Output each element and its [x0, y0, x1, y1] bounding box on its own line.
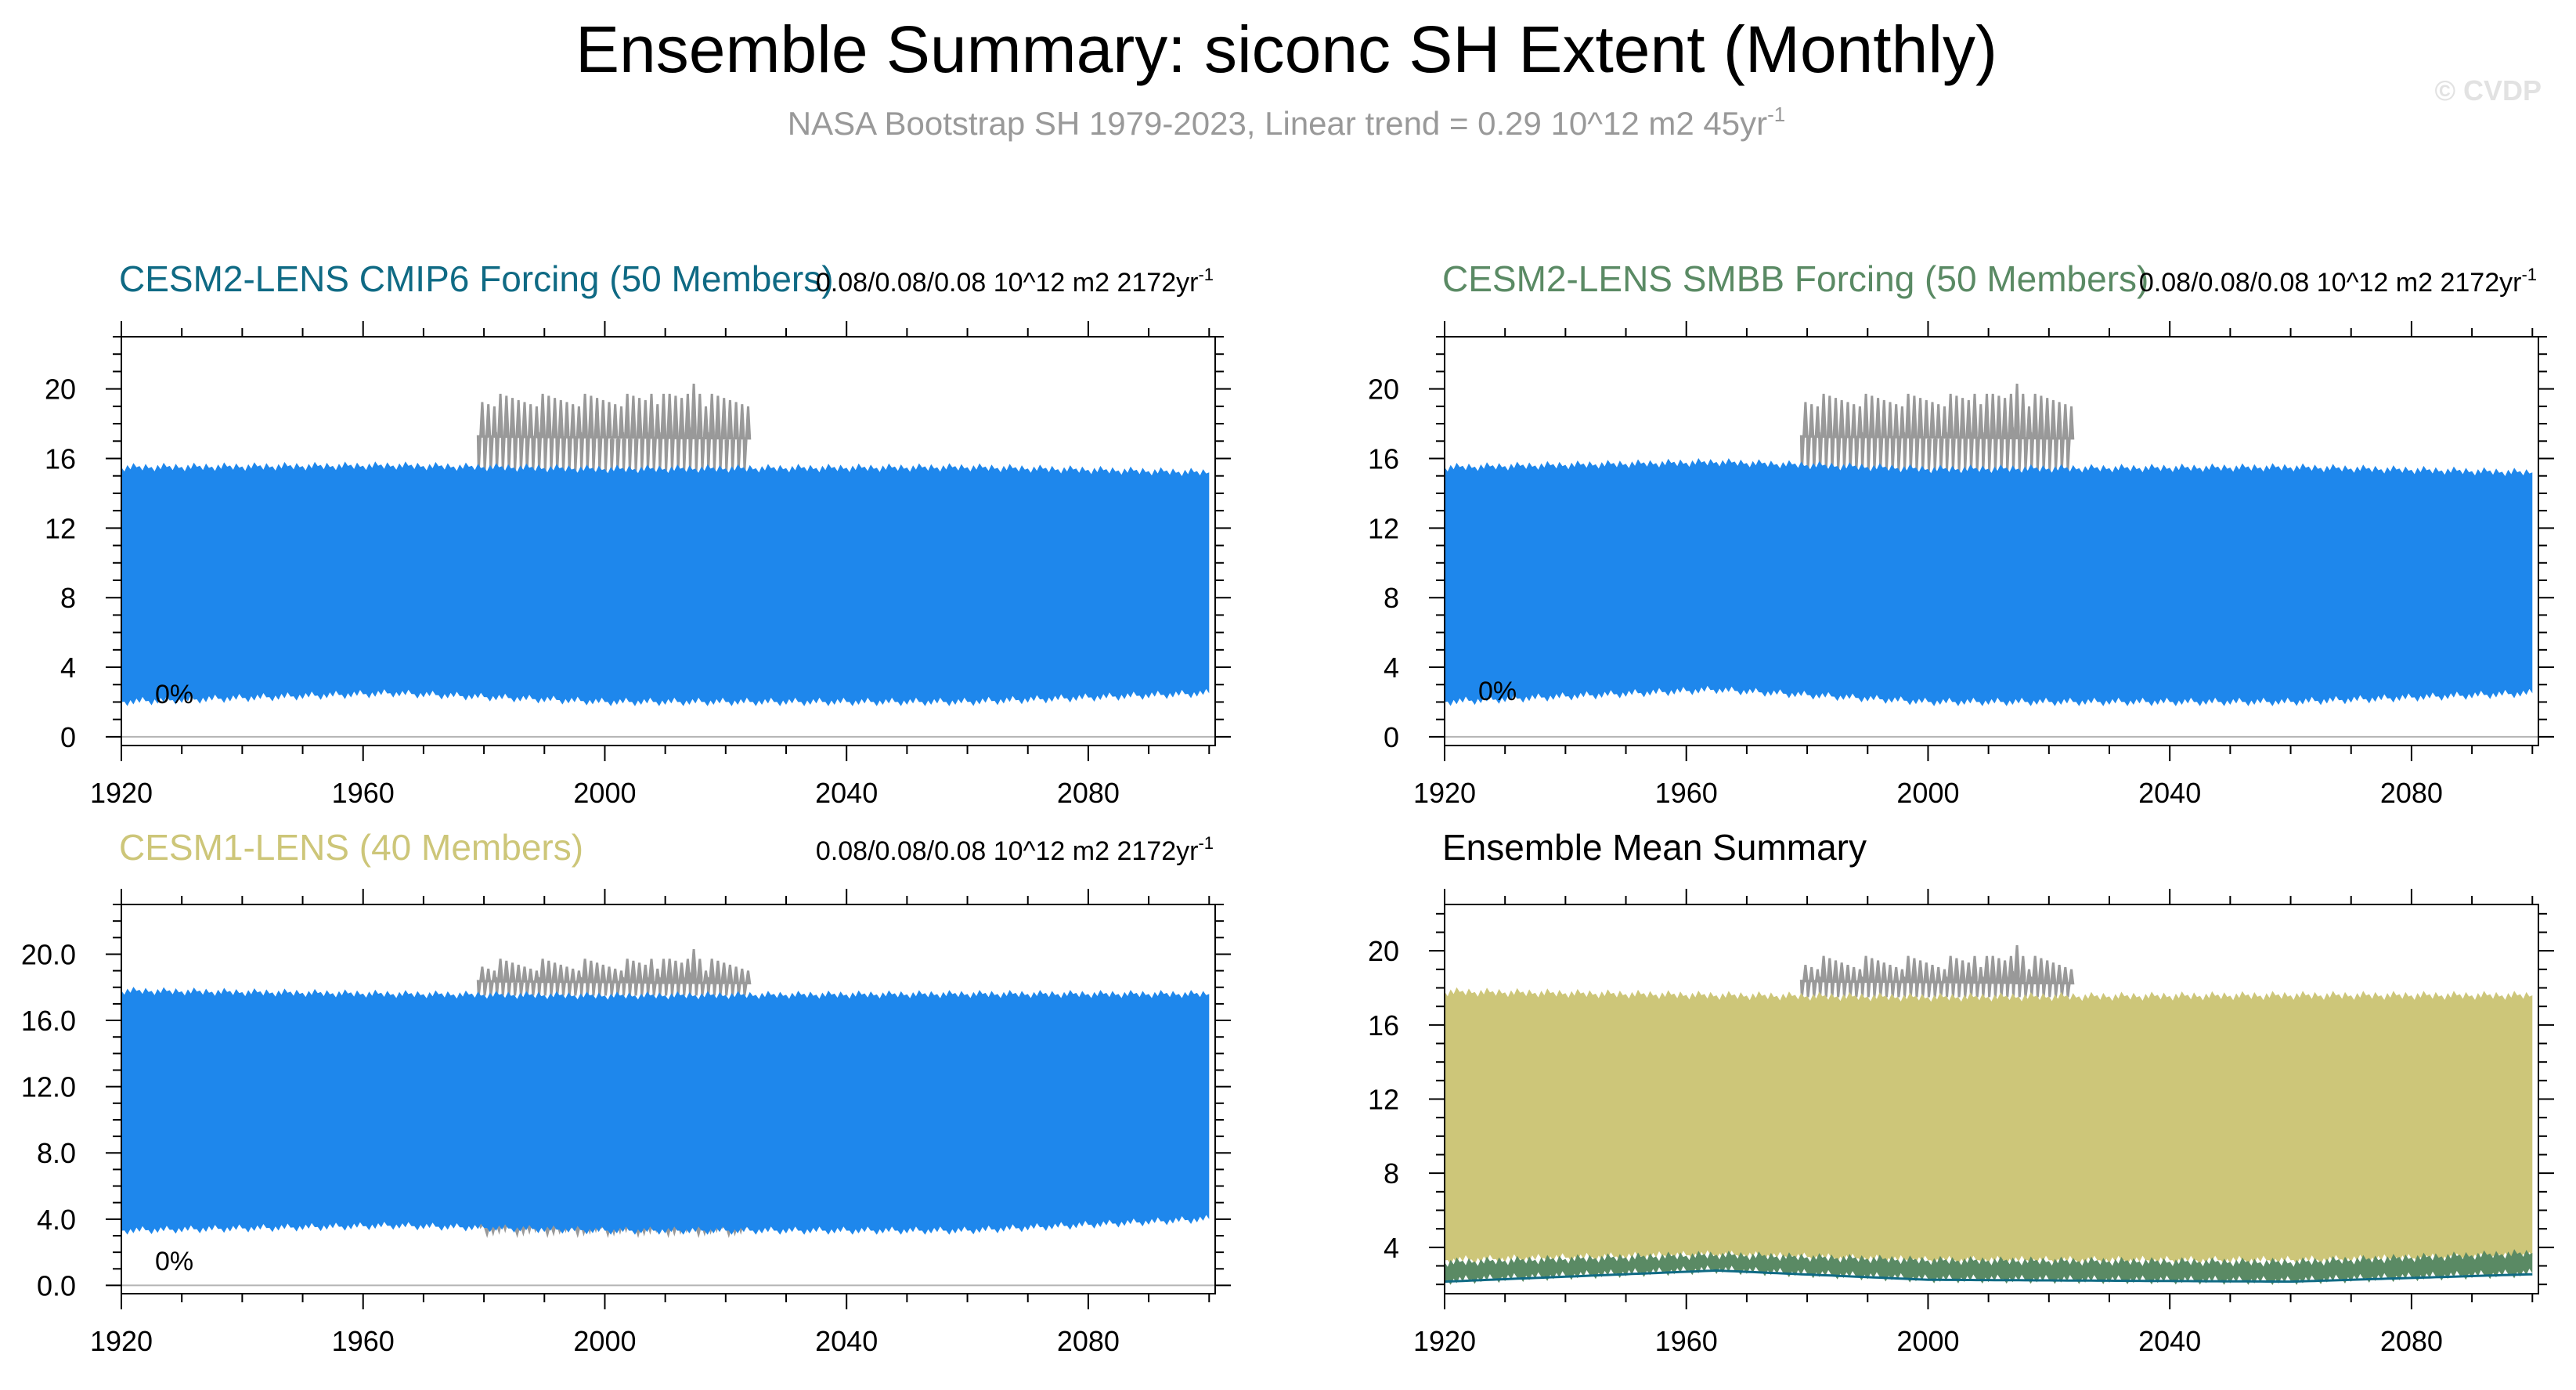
x-tick-label: 2000: [1896, 1325, 1959, 1357]
y-tick-label: 12: [45, 512, 76, 544]
x-tick-label: 2040: [2138, 1325, 2201, 1357]
trend-stat: 0.08/0.08/0.08 10^12 m2 2172yr-1: [816, 833, 1214, 866]
plot-layer: [121, 948, 1215, 1287]
x-tick-label: 1920: [1413, 1325, 1476, 1357]
x-tick-label: 1960: [332, 777, 395, 809]
trend-stat-exponent: -1: [1198, 833, 1214, 853]
y-tick-label: 20.0: [21, 938, 76, 970]
y-tick-label: 4: [60, 652, 76, 684]
ensemble-range-band: [121, 987, 1210, 1235]
ensemble-range-band: [1445, 987, 2533, 1265]
percent-label: 0%: [1478, 677, 1517, 706]
observations-series: [476, 383, 752, 471]
observations-series: [1799, 944, 2075, 998]
trend-stat: 0.08/0.08/0.08 10^12 m2 2172yr-1: [816, 265, 1214, 298]
y-tick-label: 12.0: [21, 1071, 76, 1103]
y-tick-label: 0: [1384, 721, 1399, 753]
ensemble-range-band: [121, 461, 1210, 706]
percent-label: 0%: [155, 1247, 193, 1276]
y-tick-label: 4: [1384, 1232, 1399, 1264]
x-tick-label: 1960: [1655, 1325, 1718, 1357]
y-tick-label: 0: [60, 721, 76, 753]
x-tick-label: 1960: [332, 1325, 395, 1357]
trend-stat-main: 0.08/0.08/0.08 10^12 m2 2172yr: [816, 268, 1199, 298]
observations-series: [1799, 383, 2075, 471]
x-tick-label: 2040: [815, 1325, 878, 1357]
plot-area: 1920 1960 2000 2040 2080 4 8 12 16 20: [1368, 889, 2554, 1357]
panel-title: Ensemble Mean Summary: [1442, 827, 1867, 868]
x-tick-label: 2000: [573, 777, 636, 809]
panel-cesm2-cmip6: CESM2-LENS CMIP6 Forcing (50 Members) 0.…: [45, 258, 1231, 809]
y-tick-label: 8: [1384, 582, 1399, 614]
y-tick-label: 20: [45, 374, 76, 406]
plot-area: 1920 1960 2000 2040 2080 0.0 4.0 8.0 12.0 16.0 20.…: [21, 889, 1231, 1357]
plot-layer: [1445, 944, 2533, 1285]
y-tick-label: 16: [1368, 1009, 1399, 1042]
plot-frame: [121, 904, 1216, 1294]
cmip6-mean-edge: [1445, 1269, 2533, 1283]
trend-stat-exponent: -1: [1198, 265, 1214, 284]
plot-area: 1920 1960 2000 2040 2080 0 4 8 12 16 20: [45, 321, 1231, 809]
plot-frame: [121, 336, 1216, 746]
plot-layer: [121, 383, 1215, 738]
y-tick-label: 0.0: [37, 1269, 76, 1302]
y-tick-label: 20: [1368, 935, 1399, 967]
x-tick-label: 2040: [2138, 777, 2201, 809]
x-tick-label: 2000: [573, 1325, 636, 1357]
percent-label: 0%: [155, 680, 193, 709]
y-tick-label: 16: [45, 442, 76, 475]
panel-cesm2-smbb: CESM2-LENS SMBB Forcing (50 Members) 0.0…: [1368, 258, 2554, 809]
figure-title: Ensemble Summary: siconc SH Extent (Mont…: [575, 13, 1997, 86]
x-tick-label: 2000: [1896, 777, 1959, 809]
x-tick-label: 2080: [1057, 777, 1120, 809]
x-tick-label: 1920: [1413, 777, 1476, 809]
y-tick-label: 16.0: [21, 1005, 76, 1037]
y-tick-label: 4: [1384, 652, 1399, 684]
x-tick-label: 2040: [815, 777, 878, 809]
y-tick-label: 12: [1368, 512, 1399, 544]
trend-stat-exponent: -1: [2521, 265, 2537, 284]
figure-subtitle-exponent: -1: [1767, 103, 1785, 126]
trend-stat: 0.08/0.08/0.08 10^12 m2 2172yr-1: [2139, 265, 2537, 298]
panel-title: CESM2-LENS SMBB Forcing (50 Members): [1442, 258, 2148, 299]
ensemble-mean-band: [1445, 1249, 2533, 1285]
y-tick-label: 4.0: [37, 1204, 76, 1236]
cvdp-watermark: © CVDP: [2434, 74, 2542, 107]
trend-stat-main: 0.08/0.08/0.08 10^12 m2 2172yr: [2139, 268, 2522, 298]
plot-layer: [1445, 383, 2538, 738]
plot-area: 1920 1960 2000 2040 2080 0 4 8 12 16 20: [1368, 321, 2554, 809]
y-tick-label: 8: [60, 582, 76, 614]
observations-series: [476, 948, 752, 996]
panel-title: CESM1-LENS (40 Members): [119, 827, 583, 868]
figure-subtitle: NASA Bootstrap SH 1979-2023, Linear tren…: [788, 103, 1785, 142]
x-tick-label: 2080: [1057, 1325, 1120, 1357]
y-tick-label: 12: [1368, 1084, 1399, 1116]
y-tick-label: 8.0: [37, 1137, 76, 1169]
x-tick-label: 1960: [1655, 777, 1718, 809]
panel-title: CESM2-LENS CMIP6 Forcing (50 Members): [119, 258, 834, 299]
y-tick-label: 8: [1384, 1157, 1399, 1190]
x-tick-label: 2080: [2380, 777, 2443, 809]
panel-ensemble-mean: Ensemble Mean Summary 1920 1960 2000 2040 20…: [1368, 827, 2554, 1357]
ensemble-range-band: [1445, 458, 2533, 706]
x-tick-label: 1920: [90, 777, 153, 809]
x-tick-label: 1920: [90, 1325, 153, 1357]
y-tick-label: 16: [1368, 442, 1399, 475]
trend-stat-main: 0.08/0.08/0.08 10^12 m2 2172yr: [816, 836, 1199, 866]
plot-frame: [1444, 336, 2539, 746]
figure-subtitle-main: NASA Bootstrap SH 1979-2023, Linear tren…: [788, 105, 1767, 142]
y-tick-label: 20: [1368, 374, 1399, 406]
panel-cesm1: CESM1-LENS (40 Members) 0.08/0.08/0.08 1…: [21, 827, 1231, 1357]
x-tick-label: 2080: [2380, 1325, 2443, 1357]
